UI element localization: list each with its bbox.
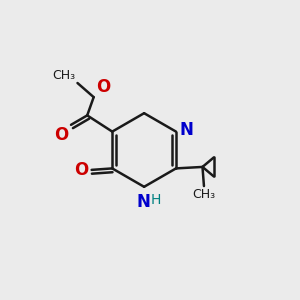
Text: N: N <box>136 193 151 211</box>
Text: N: N <box>179 121 194 139</box>
Text: CH₃: CH₃ <box>192 188 215 201</box>
Text: O: O <box>74 161 88 179</box>
Text: O: O <box>54 126 68 144</box>
Text: H: H <box>151 193 161 207</box>
Text: CH₃: CH₃ <box>52 68 75 82</box>
Text: O: O <box>96 78 110 96</box>
